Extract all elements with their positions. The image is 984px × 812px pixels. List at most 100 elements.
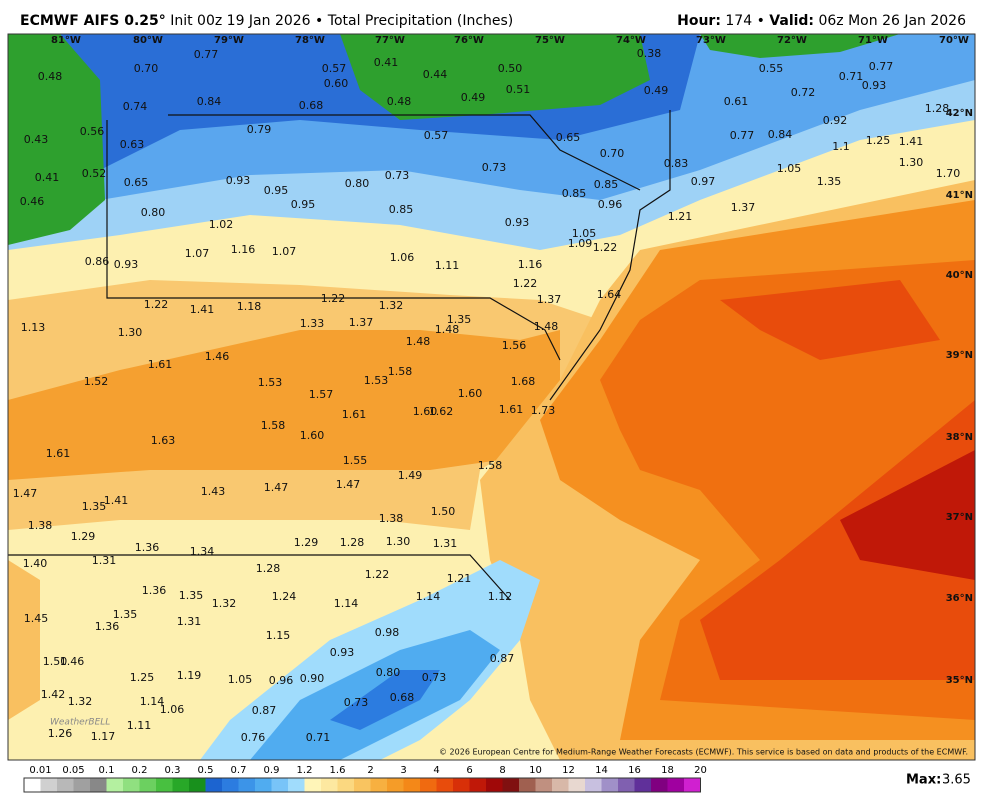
- colorbar-label: 0.05: [62, 765, 84, 776]
- precip-label: 1.56: [502, 339, 527, 352]
- precip-label: 0.92: [823, 114, 848, 127]
- precip-label: 1.14: [334, 597, 359, 610]
- colorbar-label: 0.5: [198, 765, 214, 776]
- precip-label: 0.98: [375, 626, 400, 639]
- colorbar-label: 4: [433, 765, 439, 776]
- precip-label: 1.31: [433, 537, 458, 550]
- precip-label: 1.22: [144, 298, 169, 311]
- colorbar-swatch: [436, 778, 453, 792]
- colorbar-swatch: [453, 778, 470, 792]
- precip-label: 1.35: [113, 608, 138, 621]
- colorbar-label: 6: [466, 765, 472, 776]
- colorbar-label: 0.7: [231, 765, 247, 776]
- max-value: 3.65: [942, 773, 971, 788]
- precip-label: 1.02: [209, 218, 234, 231]
- colorbar-frame: [23, 777, 701, 793]
- precip-label: 1.41: [899, 135, 924, 148]
- precip-label: 1.29: [294, 536, 319, 549]
- latitude-label: 37°N: [946, 512, 973, 523]
- precip-label: 0.77: [869, 60, 894, 73]
- precip-label: 1.61: [499, 403, 524, 416]
- precip-label: 1.53: [258, 376, 283, 389]
- precip-label: 1.68: [511, 375, 536, 388]
- precip-label: 0.70: [600, 147, 625, 160]
- colorbar-label: 0.9: [264, 765, 280, 776]
- separator: •: [315, 13, 323, 29]
- precip-label: 0.60: [324, 77, 349, 90]
- precip-label: 0.84: [768, 128, 793, 141]
- colorbar-swatch: [172, 778, 189, 792]
- colorbar-swatch: [189, 778, 206, 792]
- colorbar-swatch: [40, 778, 57, 792]
- colorbar-swatch: [271, 778, 288, 792]
- precip-label: 1.62: [429, 405, 454, 418]
- precip-label: 0.85: [562, 187, 587, 200]
- precip-label: 0.65: [124, 176, 149, 189]
- colorbar-swatch: [601, 778, 618, 792]
- precip-label: 0.77: [730, 129, 755, 142]
- colorbar-swatch: [420, 778, 437, 792]
- precip-label: 1.36: [135, 541, 160, 554]
- precip-label: 1.42: [41, 688, 66, 701]
- precip-label: 1.73: [531, 404, 556, 417]
- colorbar-swatch: [403, 778, 420, 792]
- precip-label: 0.41: [374, 56, 399, 69]
- precip-label: 0.95: [291, 198, 316, 211]
- precip-label: 1.19: [177, 669, 202, 682]
- credit: © 2026 European Centre for Medium-Range …: [439, 748, 968, 757]
- colorbar-swatch: [57, 778, 74, 792]
- precip-label: 1.40: [23, 557, 48, 570]
- precip-label: 0.74: [123, 100, 148, 113]
- colorbar-swatch: [651, 778, 668, 792]
- init: Init 00z 19 Jan 2026: [170, 13, 310, 29]
- precip-label: 0.86: [85, 255, 110, 268]
- colorbar-label: 10: [529, 765, 542, 776]
- precip-label: 1.29: [71, 530, 96, 543]
- precip-label: 1.11: [127, 719, 152, 732]
- colorbar-swatch: [354, 778, 371, 792]
- precip-label: 0.85: [389, 203, 414, 216]
- colorbar-label: 1.6: [330, 765, 346, 776]
- hour-label: Hour:: [677, 13, 721, 29]
- precip-label: 0.72: [791, 86, 816, 99]
- precip-label: 1.30: [386, 535, 411, 548]
- precip-label: 1.58: [478, 459, 503, 472]
- precip-label: 0.93: [226, 174, 251, 187]
- precip-label: 0.73: [422, 671, 447, 684]
- precip-label: 0.68: [390, 691, 415, 704]
- latitude-label: 41°N: [946, 190, 973, 201]
- precip-label: 0.48: [387, 95, 412, 108]
- precip-label: 1.41: [104, 494, 129, 507]
- colorbar-label: 2: [367, 765, 373, 776]
- precip-label: 1.22: [365, 568, 390, 581]
- precip-label: 1.12: [488, 590, 513, 603]
- longitude-label: 78°W: [295, 35, 325, 46]
- precip-label: 1.30: [118, 326, 143, 339]
- precip-label: 0.50: [498, 62, 523, 75]
- precip-label: 0.43: [24, 133, 49, 146]
- precip-label: 0.48: [38, 70, 63, 83]
- colorbar-label: 16: [628, 765, 641, 776]
- precip-label: 0.93: [505, 216, 530, 229]
- precip-label: 0.49: [461, 91, 486, 104]
- colorbar-label: 0.1: [99, 765, 115, 776]
- precip-label: 1.26: [48, 727, 73, 740]
- latitude-label: 38°N: [946, 432, 973, 443]
- precip-label: 1.35: [82, 500, 107, 513]
- precip-label: 1.47: [13, 487, 38, 500]
- precip-label: 0.93: [330, 646, 355, 659]
- colorbar-swatch: [618, 778, 635, 792]
- precip-label: 0.57: [424, 129, 449, 142]
- precip-label: 1.07: [185, 247, 210, 260]
- model: ECMWF AIFS 0.25°: [20, 13, 166, 29]
- precip-label: 1.45: [24, 612, 49, 625]
- colorbar-swatch: [585, 778, 602, 792]
- precip-label: 1.61: [148, 358, 173, 371]
- precip-label: 1.58: [261, 419, 286, 432]
- precip-label: 0.55: [759, 62, 784, 75]
- precip-label: 1.32: [68, 695, 93, 708]
- precip-label: 0.73: [344, 696, 369, 709]
- colorbar-swatch: [123, 778, 140, 792]
- colorbar-swatch: [106, 778, 123, 792]
